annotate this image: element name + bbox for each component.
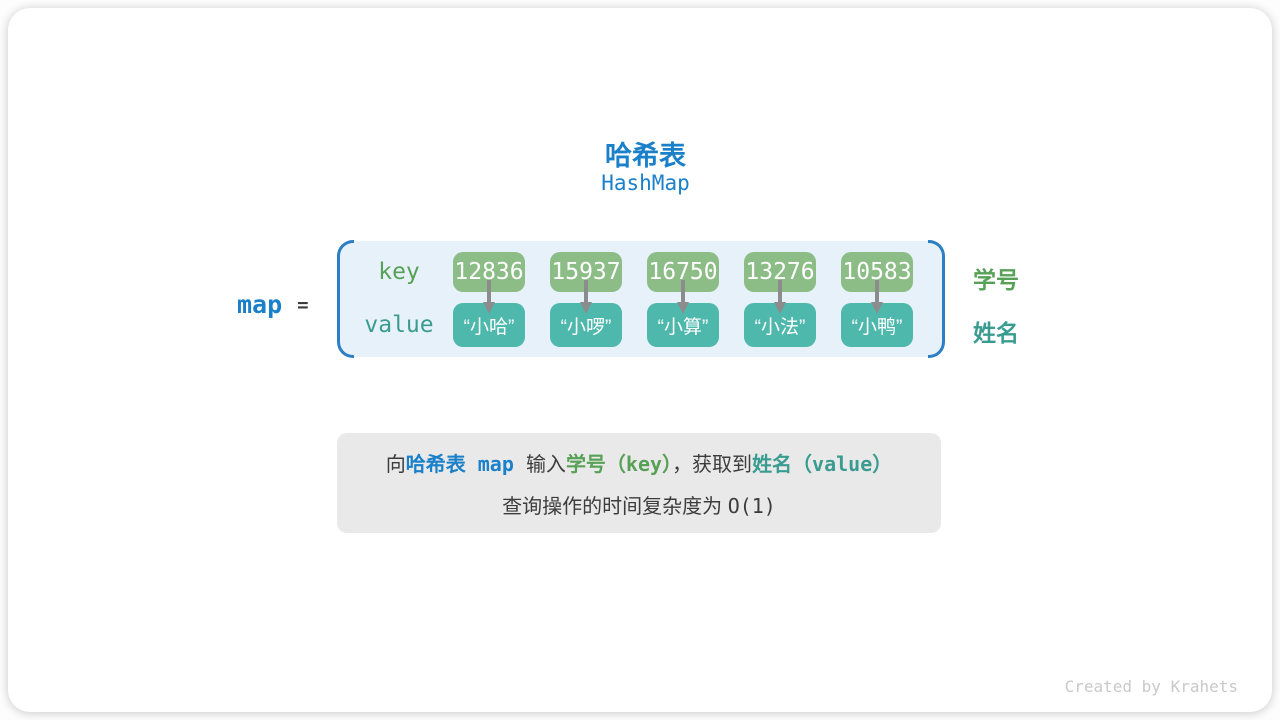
down-arrow-icon <box>677 280 689 314</box>
key-side-label: 学号 <box>973 267 1019 293</box>
note-segment: ，获取到 <box>672 453 753 476</box>
note-box: 向哈希表 map 输入学号（key），获取到姓名（value） 查询操作的时间复… <box>337 433 941 533</box>
hash-pair: 13276 “小法” <box>744 252 816 347</box>
note-line-1: 向哈希表 map 输入学号（key），获取到姓名（value） <box>386 448 893 477</box>
value-row-label: value <box>364 312 434 338</box>
down-arrow-icon <box>871 280 883 314</box>
value-cell: “小鸭” <box>851 316 903 338</box>
value-side-label: 姓名 <box>973 320 1019 346</box>
hashmap-container: key value 12836 “小哈” 15937 “小啰” 16750 <box>337 240 945 358</box>
hash-pair: 10583 “小鸭” <box>841 252 913 347</box>
value-cell: “小啰” <box>560 316 612 338</box>
hash-pair: 12836 “小哈” <box>453 252 525 347</box>
down-arrow-icon <box>483 280 495 314</box>
key-box: 16750 <box>647 252 719 292</box>
note-segment-map-var: map <box>465 451 526 476</box>
note-segment: 查询操作的时间复杂度为 <box>502 495 728 518</box>
page-subtitle: HashMap <box>601 171 690 195</box>
map-variable: map <box>237 290 283 319</box>
equals-sign: = <box>297 293 309 316</box>
page-title: 哈希表 <box>605 141 686 171</box>
down-arrow-icon <box>580 280 592 314</box>
right-bracket <box>928 240 945 358</box>
down-arrow-icon <box>774 280 786 314</box>
key-row-label: key <box>378 259 420 285</box>
diagram-card: 哈希表 HashMap map = key value 12836 “小哈” 1… <box>8 8 1272 712</box>
key-box: 10583 <box>841 252 913 292</box>
value-cell: “小算” <box>657 316 709 338</box>
note-segment: 向 <box>385 453 406 476</box>
value-cell: “小哈” <box>463 316 515 338</box>
left-bracket <box>337 240 354 358</box>
hash-pair: 16750 “小算” <box>647 252 719 347</box>
hash-pair: 15937 “小啰” <box>550 252 622 347</box>
note-segment-value: 姓名（value） <box>752 451 893 476</box>
complexity-notation: O(1) <box>727 493 776 518</box>
map-expression: map = <box>237 290 309 319</box>
note-segment-key: 学号（key） <box>565 451 673 476</box>
credit-text: Created by Krahets <box>1064 677 1238 696</box>
note-segment-hashmap-zh: 哈希表 <box>405 453 466 476</box>
value-cell: “小法” <box>754 316 806 338</box>
note-line-2: 查询操作的时间复杂度为 O(1) <box>502 490 776 519</box>
pairs-row: 12836 “小哈” 15937 “小啰” 16750 “小算” <box>453 252 913 347</box>
value-box: “小法” <box>744 303 816 347</box>
note-segment: 输入 <box>525 453 566 476</box>
key-box: 12836 <box>453 252 525 292</box>
value-box: “小鸭” <box>841 303 913 347</box>
